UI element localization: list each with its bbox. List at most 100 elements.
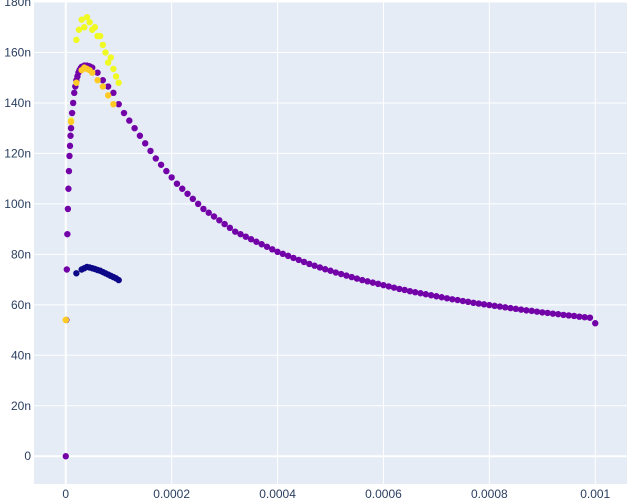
data-point (107, 54, 114, 61)
data-point (576, 313, 583, 320)
data-point (104, 59, 112, 66)
data-point (152, 155, 159, 162)
x-tick-label: 0.0006 (365, 487, 402, 500)
data-point (427, 292, 435, 299)
data-point (94, 69, 101, 76)
data-point (126, 117, 133, 124)
series-2 (62, 64, 117, 324)
data-point (216, 217, 223, 224)
data-point (115, 276, 122, 284)
data-point (83, 13, 91, 21)
data-point (136, 132, 144, 139)
data-point (157, 161, 165, 168)
data-point (131, 124, 138, 132)
series-3 (73, 263, 122, 284)
data-point (480, 301, 488, 308)
y-tick-label: 120n (4, 146, 31, 160)
data-point (443, 295, 451, 302)
data-point (65, 185, 72, 192)
data-point (433, 293, 440, 300)
data-point (112, 73, 120, 80)
data-point (189, 195, 197, 203)
data-point (263, 243, 271, 250)
y-tick-label: 80n (11, 247, 31, 261)
y-tick-label: 0 (24, 449, 31, 463)
data-point (412, 289, 419, 296)
data-point (258, 241, 265, 248)
data-point (64, 230, 71, 238)
x-tick-label: 0.0004 (259, 487, 296, 500)
data-point (449, 296, 456, 303)
data-point (179, 185, 186, 192)
data-point (168, 174, 175, 181)
data-point (99, 41, 107, 49)
data-point (401, 286, 408, 294)
data-point (91, 24, 99, 31)
data-point (528, 307, 535, 315)
x-tick-label: 0.001 (580, 487, 610, 500)
data-point (115, 101, 122, 108)
data-point (64, 205, 72, 213)
data-point (517, 306, 525, 313)
data-point (316, 264, 324, 271)
data-point (73, 270, 80, 277)
y-axis-ticks: 0 20n 40n 60n 80n 100n 120n 140n 160n 180n (4, 0, 31, 463)
data-point (141, 140, 149, 147)
data-point (544, 309, 551, 317)
data-point (549, 310, 557, 317)
data-point (205, 209, 212, 216)
data-point (565, 312, 572, 319)
x-tick-label: 0.0008 (471, 487, 508, 500)
data-point (422, 291, 429, 298)
data-point (523, 307, 530, 314)
data-point (184, 190, 191, 197)
data-point (581, 313, 588, 321)
data-point (89, 69, 96, 76)
data-point (332, 269, 339, 276)
data-point (491, 302, 498, 310)
zero-lines (34, 2, 627, 484)
data-point (380, 281, 387, 289)
data-point (67, 132, 74, 139)
data-point (62, 453, 69, 460)
y-tick-label: 140n (4, 96, 31, 110)
data-point (81, 24, 88, 31)
data-point (104, 92, 112, 99)
data-point (65, 167, 73, 175)
data-point (147, 147, 154, 155)
data-point (343, 272, 350, 279)
data-point (486, 301, 493, 309)
data-point (353, 275, 361, 282)
x-tick-label: 0 (62, 487, 69, 500)
data-point (232, 228, 239, 235)
data-point (66, 152, 73, 160)
y-tick-label: 100n (4, 197, 31, 211)
data-point (374, 280, 382, 288)
data-point (69, 99, 77, 107)
series-0 (62, 62, 599, 460)
data-point (75, 26, 83, 33)
data-point (502, 304, 509, 311)
data-point (311, 262, 318, 269)
data-point (300, 258, 308, 266)
data-point (269, 246, 276, 253)
data-point (71, 89, 78, 97)
x-tick-label: 0.0002 (153, 487, 190, 500)
data-point (459, 297, 467, 305)
data-point (210, 213, 218, 220)
data-point (96, 32, 104, 40)
data-point (73, 36, 80, 44)
data-point (99, 83, 107, 90)
data-point (237, 230, 244, 238)
data-point (274, 248, 281, 256)
data-point (512, 305, 520, 313)
y-tick-label: 20n (11, 399, 31, 413)
data-point (464, 298, 472, 305)
data-point (221, 220, 228, 228)
data-point (322, 266, 329, 273)
y-tick-label: 180n (4, 0, 31, 9)
data-point (359, 276, 366, 284)
data-point (295, 256, 302, 264)
data-point (475, 300, 482, 307)
